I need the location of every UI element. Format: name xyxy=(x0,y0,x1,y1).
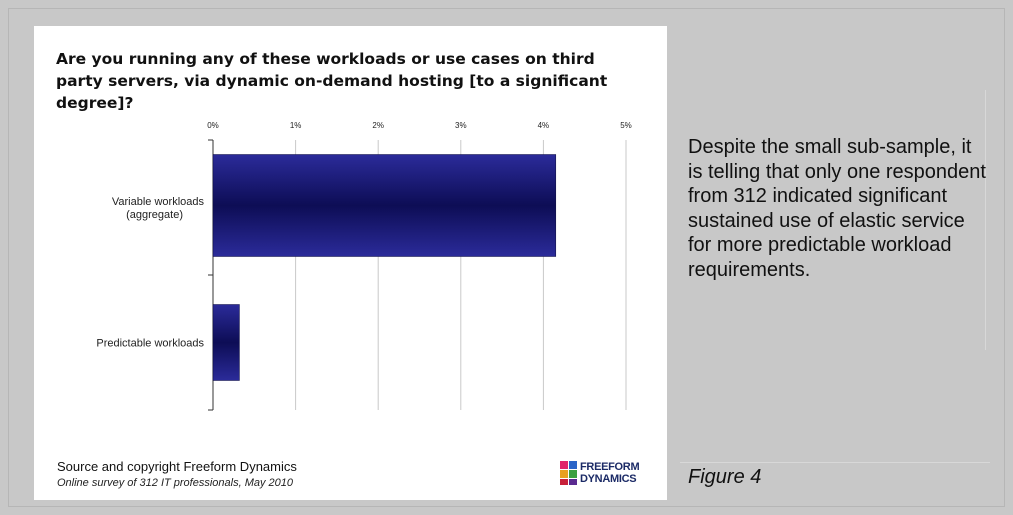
survey-note: Online survey of 312 IT professionals, M… xyxy=(57,477,294,489)
chart-title: Are you running any of these workloads o… xyxy=(56,50,608,112)
logo-line1: FREEFORM xyxy=(580,461,640,473)
x-tick-label: 4% xyxy=(538,121,550,130)
bar xyxy=(212,154,557,257)
category-label: Predictable workloads xyxy=(96,338,204,350)
divider xyxy=(680,462,990,463)
x-tick-label: 3% xyxy=(455,121,467,130)
bar xyxy=(212,304,240,381)
logo-mark-icon xyxy=(560,461,577,485)
category-label: Variable workloads (aggregate) xyxy=(112,196,205,221)
x-tick-label: 2% xyxy=(372,121,384,130)
x-tick-label: 0% xyxy=(207,121,219,130)
freeform-logo: FREEFORM DYNAMICS xyxy=(560,461,645,489)
x-tick-label: 5% xyxy=(620,121,632,130)
x-tick-label: 1% xyxy=(290,121,302,130)
commentary-text: Despite the small sub-sample, it is tell… xyxy=(688,136,986,281)
source-text: Source and copyright Freeform Dynamics xyxy=(57,459,297,474)
chart-card xyxy=(34,26,667,500)
divider xyxy=(985,90,986,350)
logo-line2: DYNAMICS xyxy=(580,473,637,485)
figure-label: Figure 4 xyxy=(688,466,762,488)
